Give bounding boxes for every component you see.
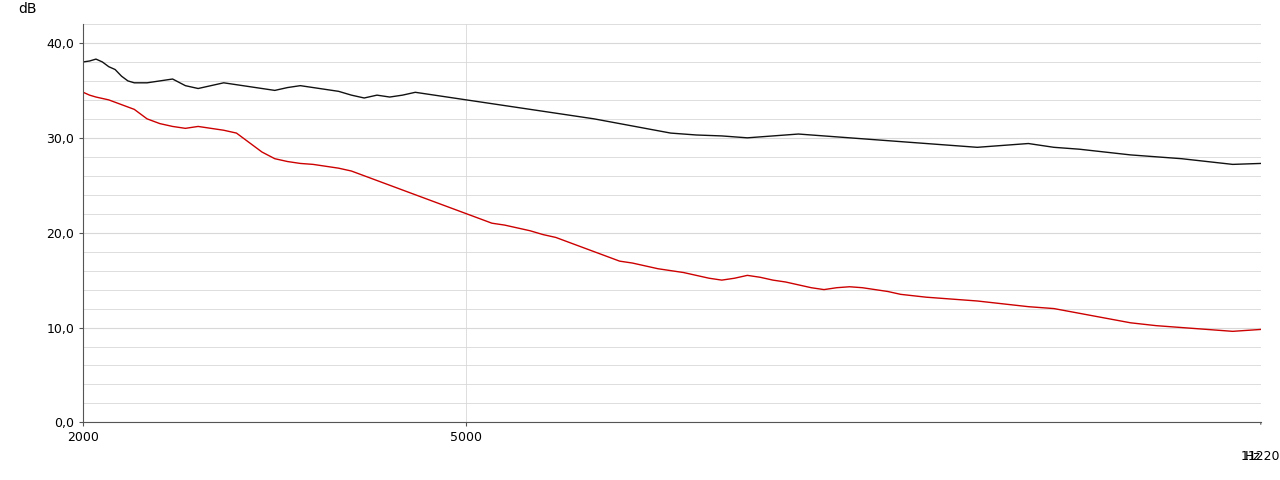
Text: Hz: Hz: [1245, 450, 1261, 463]
Text: dB: dB: [18, 2, 37, 16]
Text: 11220: 11220: [1242, 450, 1280, 463]
